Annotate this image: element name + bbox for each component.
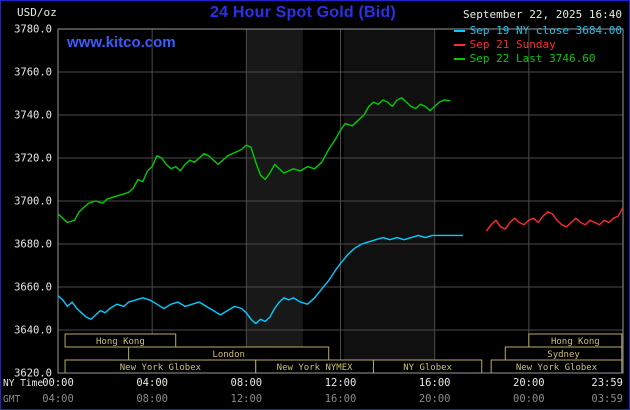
x-tick-label-ny: 08:00 <box>231 377 263 389</box>
x-tick-label-gmt: 08:00 <box>136 393 168 405</box>
y-tick-label: 3720.0 <box>14 153 52 165</box>
datetime-label: September 22, 2025 16:40 <box>463 8 622 21</box>
legend-item: Sep 21 Sunday <box>453 38 622 51</box>
session-label: London <box>212 350 245 360</box>
x-tick-label-gmt: 00:00 <box>513 393 545 405</box>
legend-item: Sep 22 Last 3746.60 <box>453 52 622 65</box>
y-tick-label: 3780.0 <box>14 24 52 36</box>
legend-dash-icon <box>453 30 465 32</box>
session-label: New York Globex <box>120 363 202 373</box>
legend-label: Sep 19 NY close 3684.00 <box>469 24 622 37</box>
x-tick-label-ny: 04:00 <box>136 377 168 389</box>
y-tick-label: 3660.0 <box>14 282 52 294</box>
gmt-axis-label: GMT <box>3 394 20 405</box>
x-tick-label-gmt: 03:59 <box>591 393 623 405</box>
y-tick-label: 3760.0 <box>14 67 52 79</box>
x-tick-label-ny: 23:59 <box>591 377 623 389</box>
legend-item: Sep 19 NY close 3684.00 <box>453 24 622 37</box>
page-title: 24 Hour Spot Gold (Bid) <box>210 4 396 21</box>
session-label: NY Globex <box>403 363 452 373</box>
series-line <box>57 97 451 224</box>
y-tick-label: 3700.0 <box>14 196 52 208</box>
plot-border <box>57 28 624 374</box>
kitco-link[interactable]: www.kitco.com <box>67 34 176 51</box>
y-tick-label: 3740.0 <box>14 110 52 122</box>
session-label: Hong Kong <box>551 337 600 347</box>
session-label: Sydney <box>547 350 580 360</box>
x-tick-label-gmt: 12:00 <box>231 393 263 405</box>
y-tick-label: 3620.0 <box>14 368 52 380</box>
y-tick-label: 3640.0 <box>14 325 52 337</box>
x-tick-label-gmt: 04:00 <box>42 393 74 405</box>
legend-label: Sep 21 Sunday <box>469 38 556 51</box>
x-tick-label-gmt: 16:00 <box>325 393 357 405</box>
session-label: New York Globex <box>516 363 598 373</box>
ny-time-axis-label: NY Time <box>3 378 43 389</box>
series-line <box>485 207 624 232</box>
session-label: New York NYMEX <box>277 363 353 373</box>
x-tick-label-ny: 20:00 <box>513 377 545 389</box>
x-tick-label-ny: 00:00 <box>42 377 74 389</box>
session-label: Hong Kong <box>96 337 145 347</box>
y-tick-label: 3680.0 <box>14 239 52 251</box>
units-label: USD/oz <box>17 6 57 19</box>
legend: Sep 19 NY close 3684.00 Sep 21 Sunday Sep … <box>453 24 622 65</box>
legend-dash-icon <box>453 44 465 46</box>
x-tick-label-ny: 12:00 <box>325 377 357 389</box>
x-tick-label-ny: 16:00 <box>419 377 451 389</box>
legend-label: Sep 22 Last 3746.60 <box>469 52 596 65</box>
session-box <box>64 333 177 348</box>
legend-dash-icon <box>453 58 465 60</box>
series-line <box>57 234 463 325</box>
x-tick-label-gmt: 20:00 <box>419 393 451 405</box>
